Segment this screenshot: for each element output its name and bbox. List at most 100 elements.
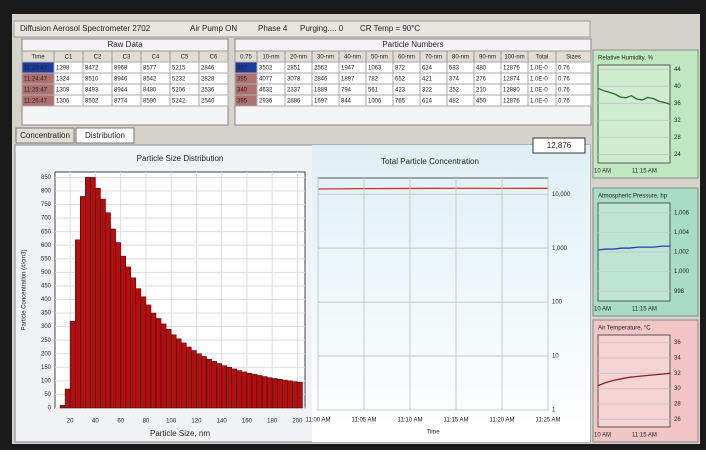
cell-text: 1.0E-0 [530, 77, 548, 83]
bar [111, 229, 116, 408]
cell-text: 374 [449, 77, 460, 83]
column-header: 10-nm [262, 55, 279, 61]
cell-text: 2562 [314, 66, 328, 72]
bar [191, 350, 196, 408]
cell-text: 2846 [201, 66, 215, 72]
cell-text: 0.76 [558, 66, 570, 72]
cell-text: 252 [449, 88, 460, 94]
cell-text: 8968 [114, 66, 128, 72]
y-tick-label: 28 [674, 402, 681, 408]
y-tick-label: 600 [41, 243, 52, 249]
y-tick-label: 1,000 [552, 246, 568, 252]
y-tick-label: 300 [41, 324, 52, 330]
cell-text: 1063 [368, 66, 382, 72]
cell-text: 1309 [56, 88, 70, 94]
bar [151, 313, 156, 408]
bar [232, 369, 237, 408]
x-tick-label: 11:15 AM [444, 418, 469, 424]
y-tick-label: 850 [41, 175, 52, 181]
cell-text: 4632 [259, 88, 273, 94]
cell-text: 8774 [114, 99, 128, 105]
screen: 12,876 Diffusion Aerosol Spectrometer 27… [0, 0, 706, 450]
x-tick-label: 10 AM [594, 169, 611, 175]
cell-text: 2337 [287, 88, 301, 94]
x-tick-label: 11:25 AM [536, 418, 561, 424]
bar [292, 382, 297, 408]
x-tick-label: 10 AM [594, 433, 611, 439]
cell-text: 1324 [56, 77, 70, 83]
bar [212, 361, 217, 408]
bar [242, 372, 247, 408]
bar [262, 377, 267, 408]
column-header: Sizes [566, 55, 581, 61]
x-tick-label: 100 [166, 419, 177, 425]
cell-text: 340 [237, 88, 248, 94]
tab-label: Concentration [20, 131, 70, 140]
cell-text: 8577 [143, 66, 157, 72]
bar [237, 371, 242, 408]
cell-text: 0.76 [558, 77, 570, 83]
chart-title: Total Particle Concentration [381, 157, 479, 166]
bar [131, 278, 136, 408]
bar [75, 240, 80, 408]
x-tick-label: 11:15 AM [632, 169, 657, 175]
cell-text: 2846 [314, 77, 328, 83]
column-header: C6 [210, 55, 218, 61]
cell-text: 2936 [259, 99, 273, 105]
column-header: 70-nm [425, 55, 442, 61]
cell-text: 2886 [287, 99, 301, 105]
cell-text: 11:24:47 [24, 77, 48, 83]
column-header: 100-nm [504, 55, 524, 61]
cell-text: 467 [237, 66, 248, 72]
bar [70, 321, 75, 408]
bar [247, 373, 252, 408]
bar [287, 381, 292, 408]
x-tick-label: 120 [191, 419, 202, 425]
cell-text: 480 [476, 66, 487, 72]
column-header: 50-nm [371, 55, 388, 61]
cell-text: 5242 [172, 99, 186, 105]
x-axis-label: Time [426, 430, 440, 436]
y-tick-label: 30 [674, 386, 681, 392]
y-tick-label: 40 [674, 84, 681, 90]
y-tick-label: 150 [41, 365, 52, 371]
cell-text: 450 [476, 99, 487, 105]
y-tick-label: 1,002 [674, 250, 690, 256]
cell-text: 1006 [368, 99, 382, 105]
bar [146, 305, 151, 408]
cell-text: 1947 [341, 66, 355, 72]
bar [161, 324, 166, 408]
table-title: Raw Data [107, 40, 143, 49]
cell-text: 421 [422, 77, 433, 83]
cell-text: 652 [395, 77, 406, 83]
x-tick-label: 11:10 AM [398, 418, 423, 424]
chart-title: Relative Humidity, % [598, 56, 654, 62]
bar [80, 196, 85, 408]
y-tick-label: 350 [41, 311, 52, 317]
cell-text: 0.76 [558, 99, 570, 105]
cell-text: 12876 [503, 99, 520, 105]
column-header: C5 [181, 55, 189, 61]
bar [121, 256, 126, 408]
x-tick-label: 40 [92, 419, 99, 425]
data-line [318, 188, 548, 189]
cell-text: 1897 [341, 77, 355, 83]
y-tick-label: 100 [552, 300, 563, 306]
y-tick-label: 1,006 [674, 210, 690, 216]
status-item: Phase 4 [258, 24, 288, 33]
status-item: Diffusion Aerosol Spectrometer 2702 [20, 24, 151, 33]
status-item: Air Pump ON [190, 24, 237, 33]
column-header: 20-nm [290, 55, 307, 61]
cell-text: 782 [368, 77, 379, 83]
y-tick-label: 34 [674, 356, 681, 362]
y-tick-label: 800 [41, 189, 52, 195]
chart-title: Particle Size Distribution [137, 154, 224, 163]
y-tick-label: 998 [674, 289, 685, 295]
bar [227, 367, 232, 408]
column-header: C2 [94, 55, 102, 61]
y-tick-label: 36 [674, 101, 681, 107]
bar [60, 405, 65, 408]
column-header: 0.75 [240, 55, 252, 61]
y-tick-label: 36 [674, 340, 681, 346]
cell-text: 561 [368, 88, 379, 94]
